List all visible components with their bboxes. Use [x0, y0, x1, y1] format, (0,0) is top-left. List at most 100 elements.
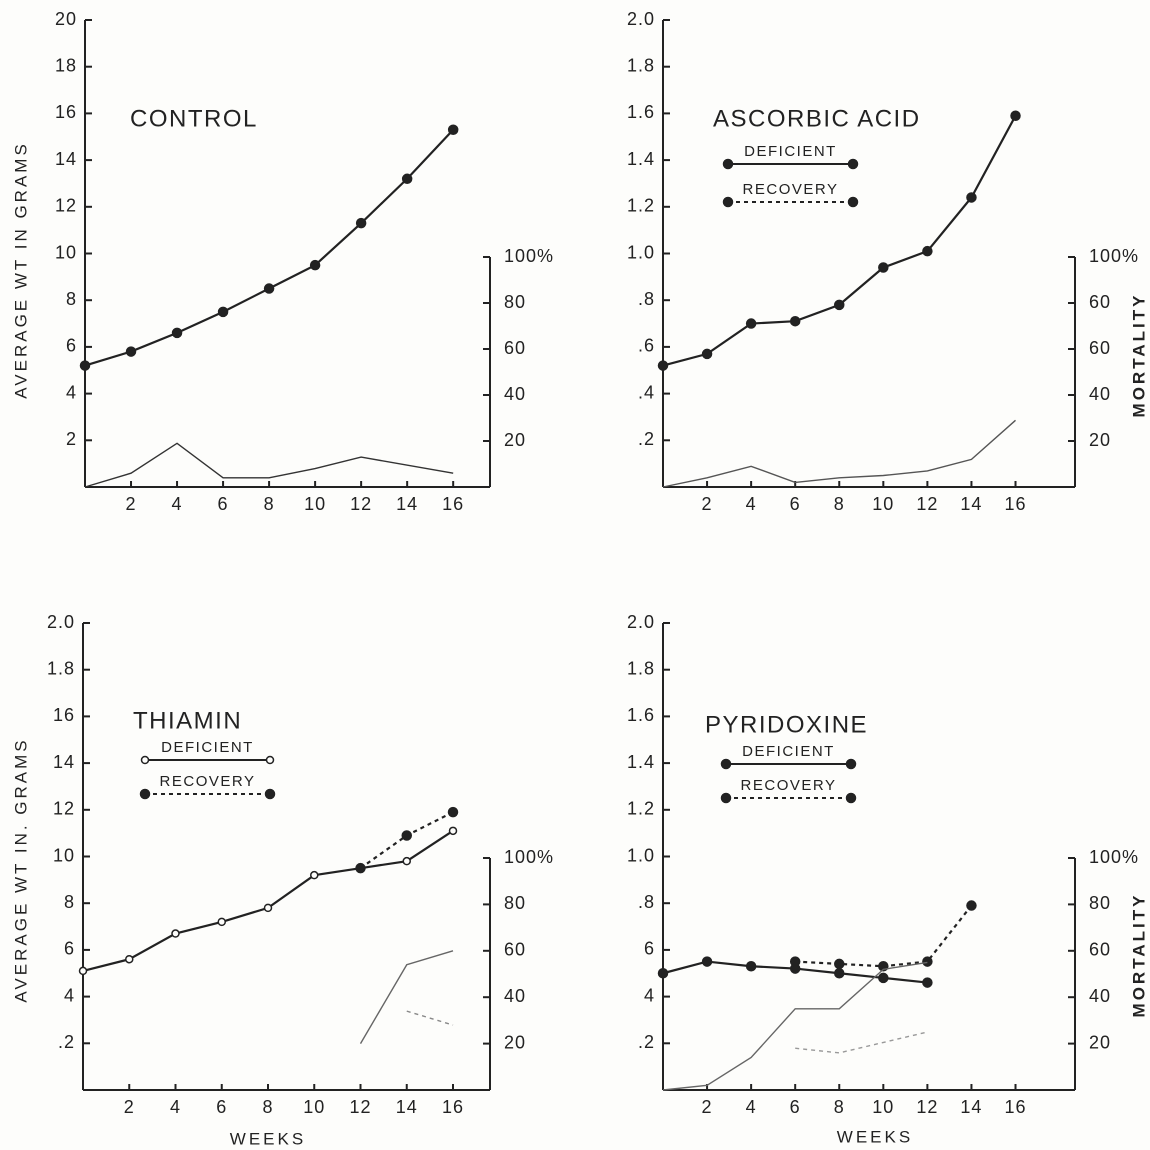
- series-line: [662, 419, 1016, 488]
- y-tick-label: 14: [53, 752, 75, 772]
- series-line: [406, 1010, 454, 1026]
- y-axis-label: AVERAGE WT IN GRAMS: [11, 141, 30, 399]
- legend-marker: [140, 755, 150, 765]
- y-tick-label: 10: [53, 845, 75, 865]
- data-point: [966, 192, 977, 203]
- data-point: [657, 360, 669, 371]
- y-tick-label: 4: [66, 382, 77, 402]
- x-tick-label: 12: [916, 494, 938, 514]
- x-tick-label: 10: [303, 1097, 325, 1117]
- x-tick-label: 4: [746, 494, 757, 514]
- y2-tick-label: 40: [504, 384, 526, 404]
- y2-tick-label: 60: [1089, 292, 1111, 312]
- y-tick-label: 8: [64, 892, 75, 912]
- y-tick-label: 4: [64, 985, 75, 1005]
- x-tick-label: 10: [304, 494, 326, 514]
- panel: .2 4 6 8 10 12 14 16 1.8 2.0 20 40 60 80 100% 2 4 6 8 10 12 1…: [11, 612, 554, 1149]
- data-point: [745, 960, 757, 972]
- x-tick-label: 12: [916, 1097, 938, 1117]
- data-point: [701, 348, 713, 360]
- x-tick-label: 16: [1004, 1097, 1026, 1117]
- legend-label: RECOVERY: [160, 773, 256, 790]
- legend-marker: [265, 755, 275, 765]
- y-tick-label: 20: [55, 9, 77, 29]
- legend-label: RECOVERY: [741, 777, 837, 794]
- y-axis-label: AVERAGE WT IN. GRAMS: [11, 737, 30, 1002]
- y-tick-label: 16: [55, 102, 77, 122]
- x-tick-label: 6: [216, 1097, 227, 1117]
- y-tick-label: 1.6: [627, 705, 655, 725]
- data-point: [922, 956, 933, 967]
- y-tick-label: .2: [638, 429, 655, 449]
- y-tick-label: .2: [58, 1032, 75, 1052]
- x-tick-label: 14: [396, 1097, 418, 1117]
- y-tick-label: 16: [53, 705, 75, 725]
- y-tick-label: 6: [64, 939, 75, 959]
- data-point: [966, 900, 977, 911]
- series-line: [84, 128, 454, 367]
- data-point: [401, 173, 413, 185]
- data-point: [125, 954, 134, 964]
- x-tick-label: 8: [834, 1097, 845, 1117]
- x-tick-label: 16: [442, 1097, 464, 1117]
- series-line: [662, 115, 1017, 367]
- y-tick-label: 1.8: [47, 658, 75, 678]
- y2-tick-label: 20: [1089, 430, 1111, 450]
- y2-axis-label: MORTALITY: [1129, 893, 1148, 1018]
- y2-tick-label: 100%: [504, 847, 554, 867]
- x-tick-label: 10: [872, 494, 894, 514]
- x-tick-label: 14: [396, 494, 418, 514]
- legend-marker: [720, 758, 732, 770]
- data-point: [310, 870, 319, 880]
- data-point: [701, 956, 713, 967]
- data-point: [878, 972, 889, 984]
- data-point: [448, 826, 458, 836]
- y2-tick-label: 100%: [1089, 246, 1139, 266]
- legend-label: DEFICIENT: [744, 143, 837, 160]
- legend-marker: [264, 788, 276, 800]
- legend-marker: [722, 158, 734, 170]
- legend-marker: [847, 196, 859, 208]
- x-tick-label: 2: [124, 1097, 135, 1117]
- x-tick-label: 6: [218, 494, 229, 514]
- data-point: [834, 968, 845, 979]
- panel-title: THIAMIN: [133, 707, 242, 734]
- y-tick-label: 14: [55, 149, 77, 169]
- legend-marker: [845, 792, 857, 804]
- y-tick-label: 6: [644, 939, 655, 959]
- y-tick-label: .8: [638, 892, 655, 912]
- x-tick-label: 14: [960, 494, 982, 514]
- x-tick-label: 2: [702, 494, 713, 514]
- y-tick-label: 2: [66, 429, 77, 449]
- series-line: [82, 829, 454, 972]
- legend-marker: [847, 158, 859, 170]
- y-tick-label: 1.4: [627, 752, 655, 772]
- x-tick-label: 2: [126, 494, 137, 514]
- panel: 2 4 6 8 10 12 14 16 18 20 20 40 60 80 100% 2 4 6 8 10 12 14 16…: [11, 9, 553, 514]
- panel-title: PYRIDOXINE: [705, 711, 868, 738]
- x-tick-label: 8: [264, 494, 275, 514]
- x-tick-label: 8: [834, 494, 845, 514]
- panel-title: CONTROL: [130, 105, 258, 132]
- data-point: [171, 327, 183, 339]
- data-point: [79, 360, 91, 371]
- legend-marker: [845, 758, 857, 770]
- x-tick-label: 4: [746, 1097, 757, 1117]
- data-point: [447, 806, 459, 818]
- y-tick-label: 8: [66, 289, 77, 309]
- y2-axis-label: MORTALITY: [1129, 293, 1148, 418]
- y2-tick-label: 80: [1089, 893, 1111, 913]
- y-tick-label: .6: [638, 336, 655, 356]
- y-tick-label: 1.2: [627, 196, 655, 216]
- y2-tick-label: 60: [504, 338, 526, 358]
- y-tick-label: 6: [66, 336, 77, 356]
- x-tick-label: 2: [702, 1097, 713, 1117]
- y-tick-label: 12: [53, 799, 75, 819]
- data-point: [263, 283, 275, 294]
- y-tick-label: 1.4: [627, 149, 655, 169]
- y2-tick-label: 100%: [1089, 847, 1139, 867]
- x-tick-label: 16: [442, 494, 464, 514]
- y-tick-label: 2.0: [627, 612, 655, 632]
- panel: .2 4 6 .8 1.0 1.2 1.4 1.6 1.8 2.0 20 40 60 80 100% 2 4 6 8…: [627, 612, 1149, 1147]
